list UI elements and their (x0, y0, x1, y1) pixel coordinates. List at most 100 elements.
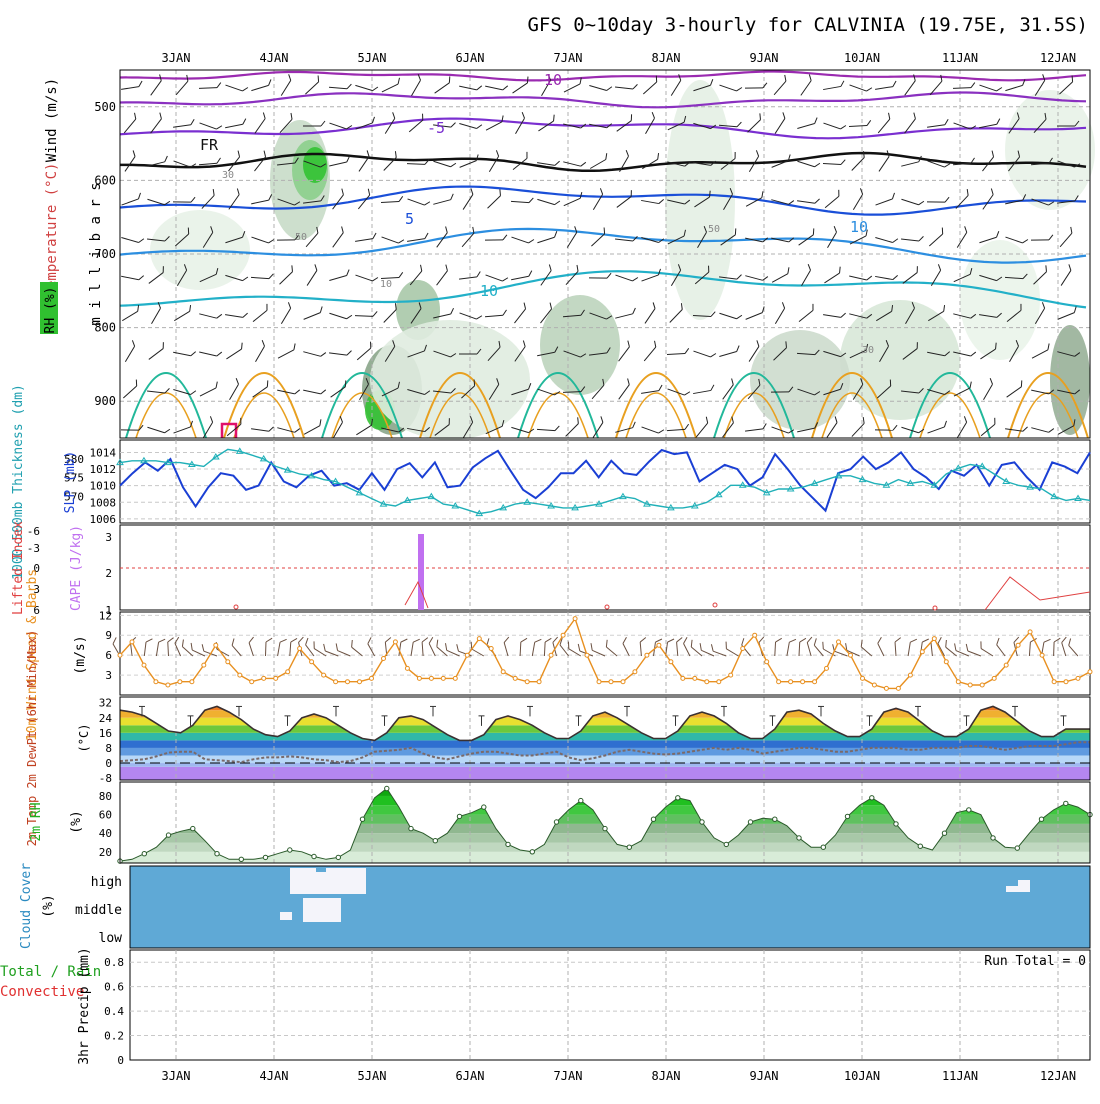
rh-region-14 (960, 240, 1040, 360)
rh-label: 2m RH (29, 802, 44, 841)
cloud-label: Cloud Cover (19, 863, 34, 949)
top-x-tick-3: 6JAN (456, 51, 485, 65)
wind-speed-point-16 (310, 660, 314, 664)
top-x-tick-2: 5JAN (358, 51, 387, 65)
wind-speed-point-5 (178, 680, 182, 684)
rh-point-2 (142, 852, 146, 856)
rh-point-18 (336, 855, 340, 859)
precip-tick-4: 0 (117, 1054, 124, 1067)
rh-point-6 (191, 826, 195, 830)
wind-speed-point-64 (884, 686, 888, 690)
run-total-label: Run Total = 0 (984, 954, 1086, 969)
wind-speed-point-51 (729, 673, 733, 677)
rh-region-7 (665, 80, 735, 320)
top-x-tick-9: 12JAN (1040, 51, 1076, 65)
rh-point-52 (748, 820, 752, 824)
wind-speed-point-40 (597, 680, 601, 684)
rh-point-44 (651, 817, 655, 821)
rh-point-50 (724, 842, 728, 846)
rh-point-16 (312, 854, 316, 858)
rh-tick-3: 20 (99, 846, 112, 859)
wind-speed-point-24 (405, 666, 409, 670)
top-x-tick-8: 11JAN (942, 51, 978, 65)
wind-speed-point-20 (358, 680, 362, 684)
wind-speed-point-38 (573, 617, 577, 621)
bottom-x-tick-0: 3JAN (162, 1069, 191, 1083)
isotherm-label-0: -10 (535, 71, 562, 89)
precip-tick-3: 0.2 (104, 1030, 124, 1043)
temp-tick-0: 32 (99, 697, 112, 710)
wind-speed-point-67 (920, 650, 924, 654)
cloud-patch-0 (290, 868, 366, 894)
temp-tick-1: 24 (99, 712, 113, 725)
temp-tick-3: 8 (105, 742, 112, 755)
rh-point-70 (967, 808, 971, 812)
bottom-x-tick-7: 10JAN (844, 1069, 880, 1083)
rh-point-46 (676, 796, 680, 800)
rh-point-24 (409, 826, 413, 830)
upper-y-tick-4: 900 (94, 394, 116, 408)
wind-speed-point-31 (489, 647, 493, 651)
cloud-row-high: high (91, 875, 122, 890)
wind-speed-point-11 (250, 680, 254, 684)
temp-band-1 (120, 763, 1090, 767)
slp-tick-2: 1010 (90, 480, 117, 493)
wind-speed-point-10 (238, 673, 242, 677)
wind-speed-point-8 (214, 643, 218, 647)
wind-speed-point-18 (334, 680, 338, 684)
wind-unit-label: (m/s) (73, 635, 88, 674)
rh-point-30 (482, 805, 486, 809)
temp-tick-4: 0 (105, 757, 112, 770)
wind-speed-point-66 (908, 673, 912, 677)
wind-speed-point-45 (657, 643, 661, 647)
temp-band-0 (120, 767, 1090, 780)
rh-point-48 (700, 820, 704, 824)
wind-speed-point-28 (453, 676, 457, 680)
wind-speed-point-53 (753, 633, 757, 637)
rh-tick-0: 80 (99, 790, 112, 803)
wind-speed-point-4 (166, 683, 170, 687)
wind-speed-point-50 (717, 680, 721, 684)
wind-tick-2: 6 (105, 649, 112, 662)
wind-speed-point-65 (896, 686, 900, 690)
wind-speed-point-71 (968, 683, 972, 687)
wind-speed-point-9 (226, 660, 230, 664)
slp-tick-4: 1006 (90, 513, 117, 526)
isotherm-label-2: FR (200, 136, 219, 154)
wind-speed-point-56 (789, 680, 793, 684)
bottom-x-tick-8: 11JAN (942, 1069, 978, 1083)
rh-point-66 (918, 844, 922, 848)
precip-tick-1: 0.6 (104, 981, 124, 994)
rh-point-36 (554, 820, 558, 824)
wind-speed-point-27 (441, 676, 445, 680)
rh-region-8 (840, 300, 960, 420)
rh-point-26 (433, 839, 437, 843)
wind-speed-point-43 (633, 670, 637, 674)
wind-speed-point-36 (549, 653, 553, 657)
rh-tick-2: 40 (99, 827, 112, 840)
rh-point-28 (457, 814, 461, 818)
temp-tick-2: 16 (99, 727, 112, 740)
wind-speed-point-19 (346, 680, 350, 684)
wind-speed-point-30 (477, 637, 481, 641)
wind-speed-point-15 (298, 647, 302, 651)
precip-tick-2: 0.4 (104, 1005, 124, 1018)
cloud-unit-label: (%) (41, 894, 56, 917)
isotherm-label-1: -5 (427, 119, 445, 137)
wind-speed-point-32 (501, 670, 505, 674)
top-x-tick-0: 3JAN (162, 51, 191, 65)
slp-tick-1: 1012 (90, 463, 117, 476)
rh-point-38 (579, 798, 583, 802)
rh-region-12 (1005, 90, 1095, 210)
wind-speed-point-37 (561, 633, 565, 637)
wind-speed-point-49 (705, 680, 709, 684)
precip-tick-0: 0.8 (104, 956, 124, 969)
wind-speed-point-76 (1028, 630, 1032, 634)
chart-title: GFS 0~10day 3-hourly for CALVINIA (19.75… (527, 14, 1088, 36)
upper-wind-label: Wind (m/s) (44, 78, 60, 162)
isotherm-label-5: 10 (480, 282, 498, 300)
rh-region-13 (750, 330, 850, 430)
wind-speed-point-42 (621, 680, 625, 684)
